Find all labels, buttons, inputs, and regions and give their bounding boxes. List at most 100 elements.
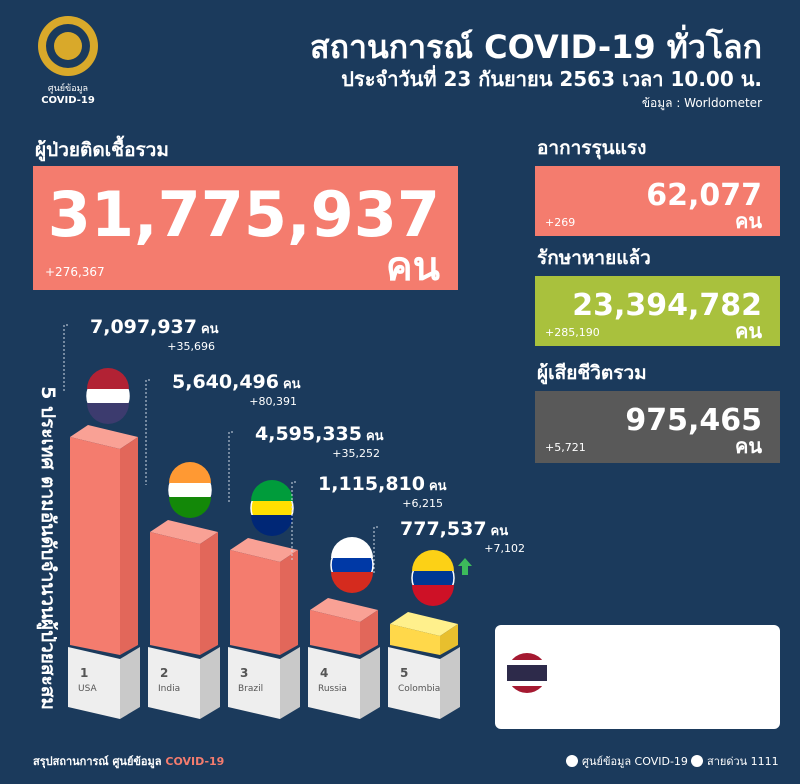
thailand-flag-blue [507,665,547,681]
cases-value: 5,640,496 [172,371,279,393]
rank: 1 [80,666,88,680]
country-cases: 1,115,810 คน [318,473,447,495]
cases-value: 1,115,810 [318,473,425,495]
title: สถานการณ์ COVID-19 ทั่วโลก [310,24,762,66]
pillar-side [440,624,458,655]
card-label: อาการรุนแรง [537,137,646,160]
base-front [68,647,120,719]
base-front [228,647,280,719]
card-change: +269 [545,216,575,229]
subtitle: ประจำวันที่ 23 กันยายน 2563 เวลา 10.00 น… [341,64,762,91]
pillar-top [310,598,378,622]
pillar-side [200,532,218,655]
logo-core [54,32,82,60]
pillar-top [70,425,138,449]
up-arrow [458,558,472,575]
country-change: +80,391 [249,395,297,408]
leader-line [291,481,296,560]
cases-value: 7,097,937 [90,316,197,338]
total-box [33,166,458,290]
country-cases: 777,537 คน [400,518,508,540]
total-unit: คน [386,244,440,290]
country-change: +7,102 [484,542,525,555]
top5-title: 5 ประเทศ ตามอันดับจำนวนผู้ป่วยสะสม [36,386,59,710]
base-side [120,647,140,719]
thailand-cases: 3,514 คน [688,685,767,705]
flag-top [169,462,211,483]
base-front [148,647,200,719]
total-label: ผู้ป่วยติดเชื้อรวม [35,135,169,162]
flag-bottom [251,515,293,536]
footer-facebook: ศูนย์ข้อมูล COVID-19 [582,755,688,768]
pillar-top [390,612,458,636]
card-change: +285,190 [545,326,600,339]
card-change: +5,721 [545,441,586,454]
rank: 5 [400,666,408,680]
flag-top [87,368,129,389]
country-cases: 5,640,496 คน [172,371,301,393]
pillar-top [150,520,218,544]
country-name: Russia [318,684,347,694]
card-unit: คน [735,319,762,343]
leader-line [228,431,233,503]
country-cases: 7,097,937 คน [90,316,219,338]
facebook-icon [566,755,578,767]
country-change: +6,215 [402,497,443,510]
rank: 2 [160,666,168,680]
country-name: India [158,684,180,694]
base-side [200,647,220,719]
country-name: Colombia [398,684,440,694]
base-side [440,647,460,719]
base-side [280,647,300,719]
card-value: 62,077 [646,178,762,213]
pillar-front [390,624,440,655]
footer-highlight: COVID-19 [165,755,224,768]
cases-unit: คน [366,429,384,444]
flag-bottom [331,572,373,593]
card-value: 975,465 [625,403,762,438]
pillar-side [280,550,298,655]
base-front [388,647,440,719]
card-box [535,391,780,463]
card-value: 23,394,782 [572,288,762,323]
thailand-unit: คน [748,688,767,704]
flag-top [251,480,293,501]
country-cases: 4,595,335 คน [255,423,384,445]
country-name: Brazil [238,684,263,694]
pillar-side [360,610,378,655]
card-box [535,276,780,346]
rank: 3 [240,666,248,680]
flag-top [331,537,373,558]
flag-bottom [87,403,129,424]
source: ข้อมูล : Worldometer [642,96,762,111]
pillar-front [150,532,200,655]
cases-unit: คน [491,524,509,539]
flag-bottom [169,497,211,518]
pillar-front [310,610,360,655]
cases-unit: คน [283,377,301,392]
pillar-top [230,538,298,562]
footer-prefix: สรุปสถานการณ์ ศูนย์ข้อมูล [33,755,162,769]
cases-unit: คน [429,479,447,494]
footer-left: สรุปสถานการณ์ ศูนย์ข้อมูล COVID-19 [33,755,224,769]
cases-value: 777,537 [400,518,487,540]
country-change: +35,696 [167,340,215,353]
logo-text: ศูนย์ข้อมูล [48,82,88,94]
leader-line [373,526,378,573]
thailand-box [495,625,780,729]
thailand-cases-value: 3,514 [688,685,742,705]
base-front [308,647,360,719]
footer-hotline: สายด่วน 1111 [707,755,779,768]
total-change: +276,367 [45,265,105,279]
flag-bottom [412,585,454,606]
leader-line [145,379,150,485]
cases-unit: คน [201,322,219,337]
thailand-rank: 135 [563,649,680,714]
cases-value: 4,595,335 [255,423,362,445]
logo-text: COVID-19 [41,95,95,106]
pillar-front [70,437,120,655]
pillar-front [230,550,280,655]
